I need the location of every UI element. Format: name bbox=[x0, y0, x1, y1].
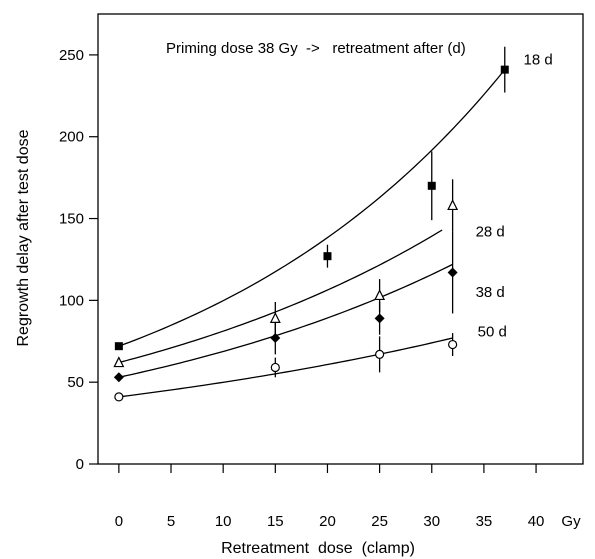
axis-ticks bbox=[89, 54, 537, 473]
data-point bbox=[375, 349, 385, 359]
y-tick-label: 250 bbox=[59, 47, 84, 64]
series-labels: 18 d 28 d 38 d 50 d bbox=[476, 52, 553, 341]
y-tick-label: 0 bbox=[76, 456, 84, 473]
data-point bbox=[270, 333, 281, 343]
fit-curve bbox=[118, 229, 443, 364]
x-axis-title: Retreatment dose (clamp) bbox=[221, 540, 415, 557]
x-tick-label: 30 bbox=[423, 513, 440, 530]
data-point bbox=[447, 267, 458, 278]
data-points bbox=[113, 65, 509, 402]
fit-curve bbox=[118, 263, 453, 378]
tick-labels: 0 5 10 15 20 25 30 35 40 0 50 100 150 200 250 bbox=[59, 47, 544, 530]
y-axis-title: Regrowth delay after test dose bbox=[15, 129, 32, 346]
data-point bbox=[323, 252, 332, 261]
data-point bbox=[269, 312, 281, 323]
error-bars bbox=[274, 46, 506, 378]
fit-curves bbox=[118, 69, 506, 398]
data-point bbox=[427, 181, 436, 190]
fit-curve bbox=[118, 69, 506, 347]
y-tick-label: 50 bbox=[67, 374, 84, 391]
x-tick-label: 0 bbox=[115, 513, 123, 530]
series-label: 18 d bbox=[524, 52, 553, 69]
data-point bbox=[114, 342, 123, 351]
series-label: 38 d bbox=[476, 284, 505, 301]
x-tick-label: 15 bbox=[267, 513, 284, 530]
data-point bbox=[500, 65, 509, 74]
data-point bbox=[374, 313, 385, 324]
y-tick-label: 100 bbox=[59, 292, 84, 309]
data-point bbox=[447, 199, 459, 211]
y-tick-label: 150 bbox=[59, 211, 84, 228]
x-tick-label: 10 bbox=[215, 513, 232, 530]
data-point bbox=[270, 362, 280, 373]
fit-curve bbox=[118, 337, 453, 398]
series-label: 50 d bbox=[478, 323, 507, 340]
y-tick-label: 200 bbox=[59, 129, 84, 146]
chart-annotation: Priming dose 38 Gy -> retreatment after … bbox=[166, 40, 466, 57]
plot-frame bbox=[97, 13, 584, 465]
data-point bbox=[374, 289, 386, 301]
data-point bbox=[113, 356, 125, 368]
x-tick-label: 5 bbox=[167, 513, 175, 530]
x-tick-label: 40 bbox=[528, 513, 545, 530]
data-point bbox=[448, 339, 458, 350]
x-axis-unit: Gy bbox=[561, 513, 581, 530]
data-point bbox=[114, 392, 124, 402]
x-tick-label: 25 bbox=[371, 513, 388, 530]
data-point bbox=[113, 372, 124, 383]
series-label: 28 d bbox=[476, 224, 505, 241]
x-tick-label: 35 bbox=[476, 513, 493, 530]
x-tick-label: 20 bbox=[319, 513, 336, 530]
